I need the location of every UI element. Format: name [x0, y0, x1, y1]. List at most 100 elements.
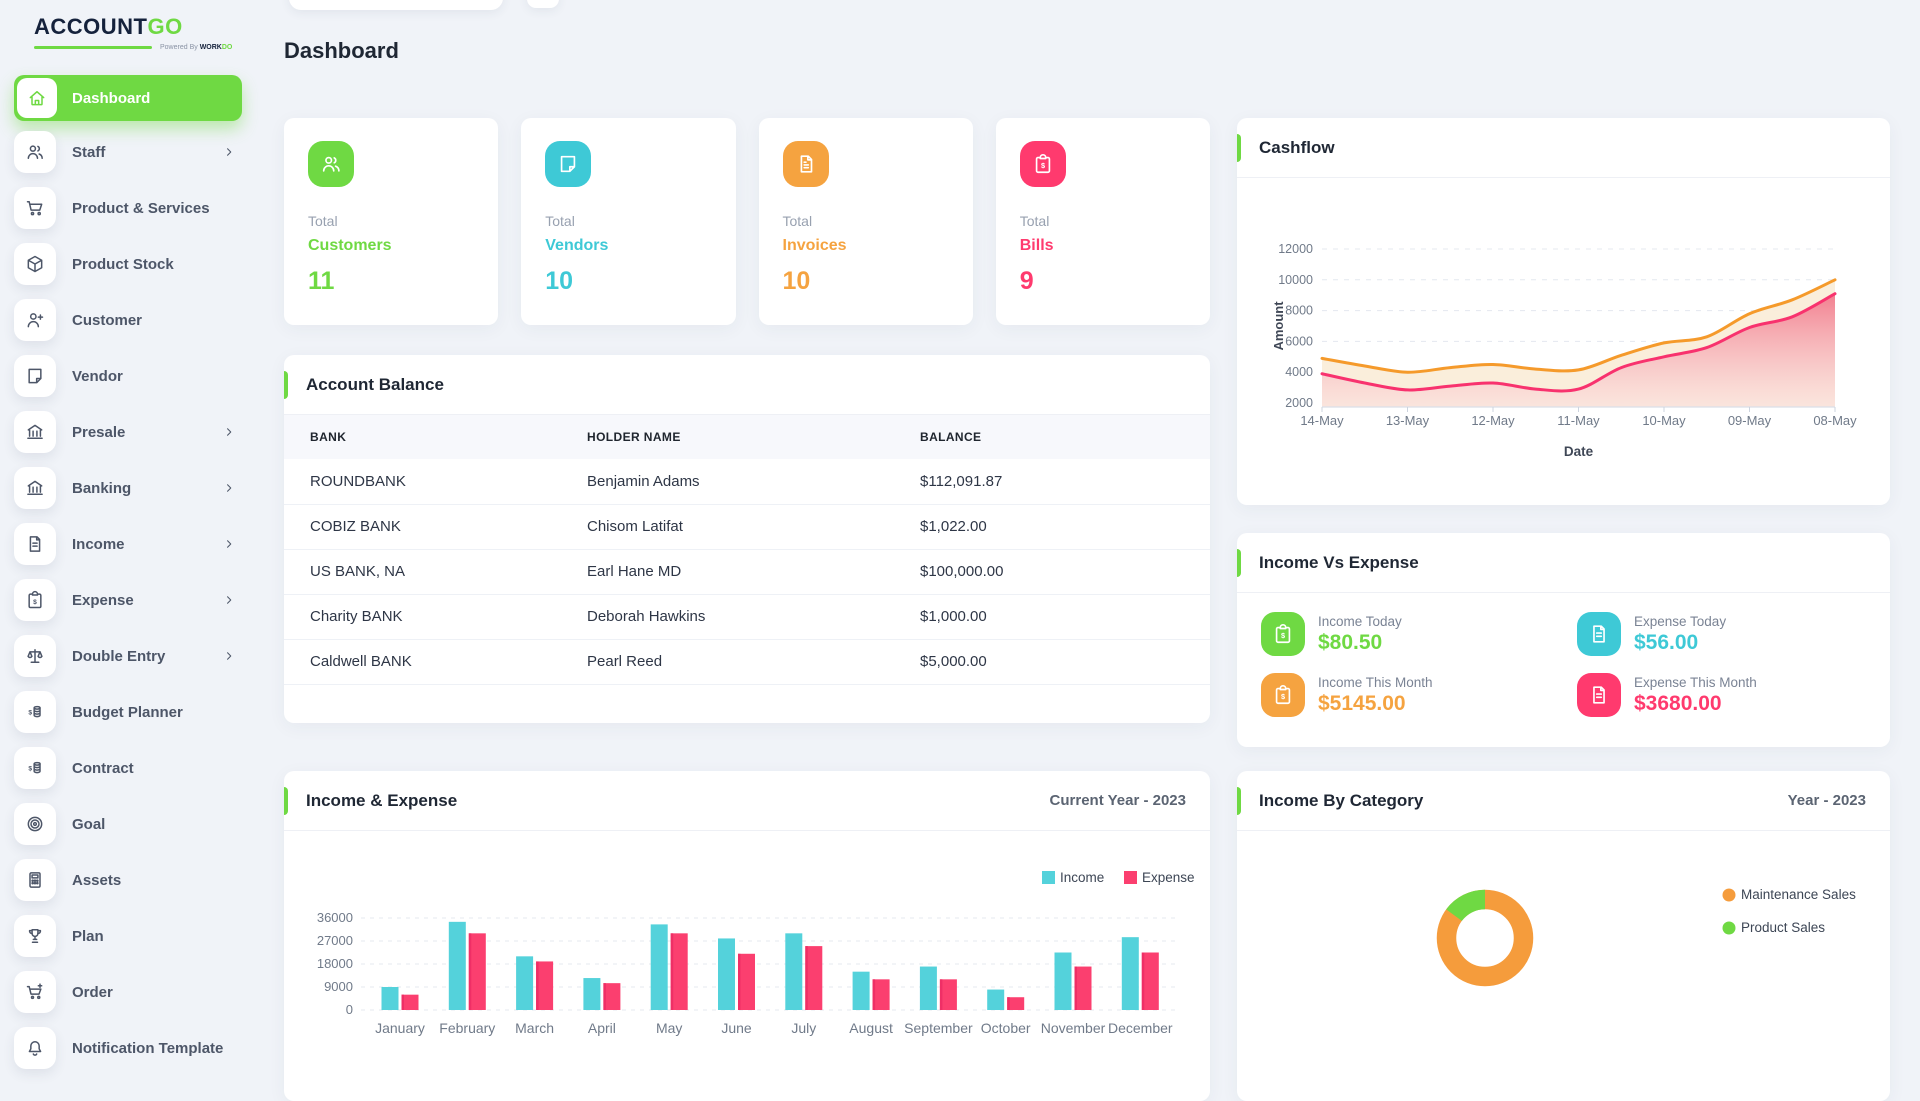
sidebar-item-double-entry[interactable]: Double Entry: [14, 635, 242, 677]
table-cell: Chisom Latifat: [587, 504, 920, 550]
stat-card-customers[interactable]: Total Customers 11: [284, 118, 499, 325]
stat-card-bills[interactable]: $ Total Bills 9: [995, 118, 1210, 325]
sidebar-item-label: Customer: [72, 311, 143, 329]
stat-label: Vendors: [545, 237, 609, 254]
bank-icon: [14, 411, 56, 453]
svg-text:8000: 8000: [1285, 304, 1313, 318]
search-input[interactable]: [289, 0, 503, 10]
sidebar-item-customer[interactable]: Customer: [14, 299, 242, 341]
svg-text:13-May: 13-May: [1386, 413, 1430, 428]
chevron-right-icon: [222, 593, 236, 607]
income-expense-chart-card: Income & Expense Current Year - 2023 0 90…: [284, 771, 1210, 1101]
svg-text:January: January: [375, 1020, 425, 1036]
cashflow-card: Cashflow 12000 10000 8000 6000 4000 2000 14-Ma…: [1237, 118, 1890, 505]
sidebar-item-product-services[interactable]: Product & Services: [14, 187, 242, 229]
document-icon: [1577, 612, 1621, 656]
ive-tile-income-this-month: $ Income This Month $5145.00: [1261, 673, 1577, 717]
svg-text:6000: 6000: [1285, 334, 1313, 348]
chevron-right-icon: [222, 481, 236, 495]
income-vs-expense-grid: $ Income Today $80.50 Expense Today $56.00 $ I…: [1237, 593, 1890, 717]
svg-text:May: May: [656, 1020, 682, 1036]
sidebar-item-label: Product Stock: [72, 255, 174, 273]
logo-wordmark: ACCOUNTGO: [34, 14, 238, 40]
calculator-icon: [14, 859, 56, 901]
search-button[interactable]: [527, 0, 559, 8]
users-icon: [308, 141, 354, 187]
cashflow-title: Cashflow: [1259, 137, 1335, 157]
income-by-category-donut-chart: Maintenance Sales Product Sales: [1436, 887, 1856, 987]
cashflow-chart: 12000 10000 8000 6000 4000 2000 14-May 13-May 12…: [1271, 242, 1857, 459]
income-expense-title: Income & Expense: [306, 790, 458, 810]
sidebar-item-label: Notification Template: [72, 1039, 224, 1057]
stat-card-vendors[interactable]: Total Vendors 10: [521, 118, 736, 325]
table-header-row: BANK HOLDER NAME BALANCE: [284, 415, 1210, 459]
box-icon: [14, 243, 56, 285]
sidebar-item-vendor[interactable]: Vendor: [14, 355, 242, 397]
sidebar-item-staff[interactable]: Staff: [14, 131, 242, 173]
sidebar-item-label: Presale: [72, 423, 126, 441]
target-icon: [14, 803, 56, 845]
sidebar-item-assets[interactable]: Assets: [14, 859, 242, 901]
sidebar-item-goal[interactable]: Goal: [14, 803, 242, 845]
coins-icon: $: [14, 691, 56, 733]
svg-text:$: $: [1281, 631, 1285, 640]
sidebar-item-budget-planner[interactable]: $ Budget Planner: [14, 691, 242, 733]
income-expense-subtitle: Current Year - 2023: [1049, 792, 1186, 809]
sidebar-item-expense[interactable]: $ Expense: [14, 579, 242, 621]
stat-prefix: Total: [782, 213, 813, 229]
svg-text:12-May: 12-May: [1471, 413, 1515, 428]
stat-value: 11: [308, 267, 335, 295]
svg-text:11-May: 11-May: [1557, 413, 1600, 428]
sidebar-item-dashboard[interactable]: Dashboard: [14, 75, 242, 121]
ive-value: $56.00: [1634, 630, 1699, 654]
svg-text:September: September: [904, 1020, 973, 1036]
svg-text:18000: 18000: [317, 956, 353, 971]
table-cell: $1,000.00: [920, 594, 1210, 640]
ive-tile-expense-this-month: Expense This Month $3680.00: [1577, 673, 1866, 717]
svg-text:0: 0: [346, 1002, 353, 1017]
chevron-right-icon: [222, 537, 236, 551]
note-icon: [14, 355, 56, 397]
sidebar-item-product-stock[interactable]: Product Stock: [14, 243, 242, 285]
stat-value: 10: [782, 267, 811, 295]
svg-text:August: August: [849, 1020, 893, 1036]
sidebar-item-banking[interactable]: Banking: [14, 467, 242, 509]
sidebar-item-plan[interactable]: Plan: [14, 915, 242, 957]
svg-text:4000: 4000: [1285, 365, 1313, 379]
sidebar-item-presale[interactable]: Presale: [14, 411, 242, 453]
ive-value: $3680.00: [1634, 691, 1722, 715]
stat-card-invoices[interactable]: Total Invoices 10: [758, 118, 973, 325]
chevron-right-icon: [222, 145, 236, 159]
logo-underline: [34, 46, 152, 49]
ive-label: Income Today: [1318, 613, 1402, 629]
page-title: Dashboard: [284, 38, 399, 63]
sidebar-item-contract[interactable]: $ Contract: [14, 747, 242, 789]
sidebar-item-label: Staff: [72, 143, 106, 161]
scale-icon: [14, 635, 56, 677]
svg-text:$: $: [33, 599, 37, 606]
trophy-icon: [14, 915, 56, 957]
income-vs-expense-card: Income Vs Expense $ Income Today $80.50 Exp…: [1237, 533, 1890, 747]
stat-label: Bills: [1019, 237, 1054, 254]
ive-label: Expense This Month: [1634, 674, 1757, 690]
account-balance-card: Account Balance BANK HOLDER NAME BALANCE R…: [284, 355, 1210, 723]
svg-text:Date: Date: [1564, 444, 1594, 459]
app-logo[interactable]: ACCOUNTGO Powered By WORKDO: [14, 0, 242, 51]
sidebar-item-order[interactable]: Order: [14, 971, 242, 1013]
income-by-category-card: Income By Category Year - 2023 Maintenan…: [1237, 771, 1890, 1101]
svg-text:2000: 2000: [1285, 396, 1313, 410]
coins-icon: $: [14, 747, 56, 789]
svg-text:$: $: [28, 766, 32, 773]
table-row: ROUNDBANK Benjamin Adams $112,091.87: [284, 459, 1210, 505]
income-expense-bar-chart: 0 9000 18000 27000 36000 January February March…: [317, 870, 1195, 1036]
table-cell: Deborah Hawkins: [587, 594, 920, 640]
sidebar-item-notification-template[interactable]: Notification Template: [14, 1027, 242, 1069]
sidebar-item-income[interactable]: Income: [14, 523, 242, 565]
clipboard-dollar-icon: $: [14, 579, 56, 621]
svg-text:February: February: [439, 1020, 495, 1036]
sidebar-item-label: Contract: [72, 759, 134, 777]
stat-prefix: Total: [1019, 213, 1050, 229]
table-cell: Benjamin Adams: [587, 459, 920, 505]
sidebar-item-label: Budget Planner: [72, 703, 183, 721]
users-icon: [14, 131, 56, 173]
